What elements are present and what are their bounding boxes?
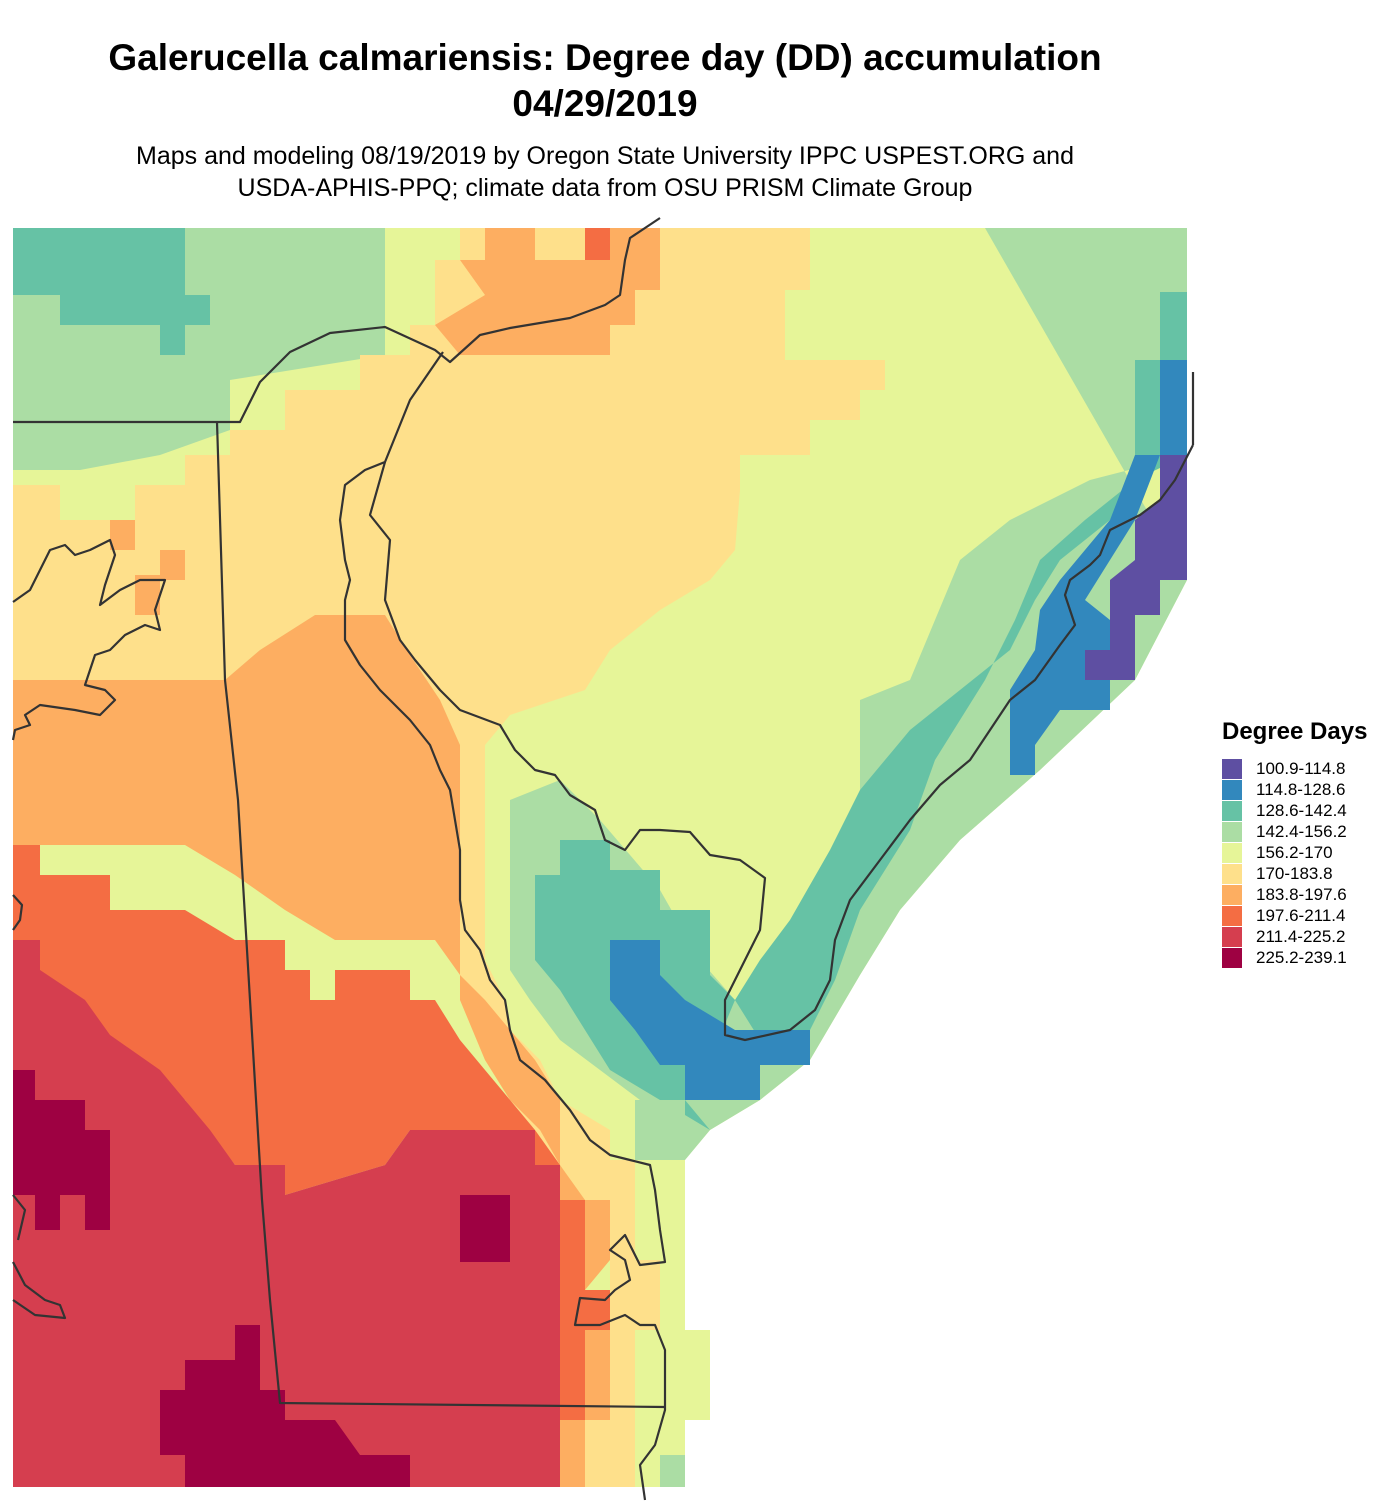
legend-label: 170-183.8 (1256, 863, 1333, 883)
legend-label: 128.6-142.4 (1256, 800, 1347, 820)
degree-day-zone (1085, 455, 1187, 680)
legend-swatch (1222, 926, 1242, 947)
degree-day-zone (610, 940, 810, 1100)
legend-item: 128.6-142.4 (1222, 800, 1367, 821)
degree-day-zone (13, 1070, 110, 1230)
border-west-vertical (215, 421, 666, 1409)
degree-day-zone (13, 845, 610, 1487)
coast-west-a (11, 538, 167, 741)
river-main (338, 351, 667, 1501)
degree-day-cell (660, 1455, 685, 1487)
legend-item: 142.4-156.2 (1222, 821, 1367, 842)
legend: Degree Days 100.9-114.8 114.8-128.6 128.6-… (1222, 718, 1367, 968)
legend-swatch (1222, 905, 1242, 926)
legend-label: 211.4-225.2 (1256, 926, 1346, 946)
legend-swatch (1222, 758, 1242, 779)
degree-day-zone (585, 228, 610, 260)
degree-day-zone (735, 292, 1187, 1040)
map-title-date: 04/29/2019 (512, 83, 698, 124)
legend-swatch (1222, 779, 1242, 800)
degree-day-raster (13, 228, 1187, 1487)
legend-swatch (1222, 947, 1242, 968)
legend-title: Degree Days (1222, 718, 1368, 745)
legend-item: 197.6-211.4 (1222, 905, 1367, 926)
legend-swatch (1222, 800, 1242, 821)
legend-label: 114.8-128.6 (1256, 779, 1346, 799)
legend-swatch (1222, 863, 1242, 884)
degree-day-zone (460, 1195, 510, 1262)
legend-item: 183.8-197.6 (1222, 884, 1367, 905)
legend-item: 211.4-225.2 (1222, 926, 1367, 947)
map-subtitle-line1: Maps and modeling 08/19/2019 by Oregon S… (136, 142, 1074, 170)
legend-swatch (1222, 842, 1242, 863)
degree-day-zone (135, 575, 160, 615)
degree-day-zone (13, 940, 560, 1487)
coast-west-c (12, 1194, 27, 1241)
legend-item: 156.2-170 (1222, 842, 1367, 863)
legend-swatch (1222, 884, 1242, 905)
degree-day-zone (160, 550, 185, 580)
degree-day-zone (13, 228, 885, 745)
degree-day-zone (1010, 455, 1160, 775)
degree-day-zone (13, 615, 610, 1487)
map-subtitle-line2: USDA-APHIS-PPQ; climate data from OSU PR… (237, 174, 973, 202)
legend-item: 114.8-128.6 (1222, 779, 1367, 800)
legend-label: 197.6-211.4 (1256, 905, 1346, 925)
legend-item: 170-183.8 (1222, 863, 1367, 884)
legend-swatch (1222, 821, 1242, 842)
legend-items: 100.9-114.8 114.8-128.6 128.6-142.4 142.4-1… (1222, 758, 1367, 968)
legend-label: 225.2-239.1 (1256, 947, 1347, 967)
degree-day-zone (13, 228, 210, 355)
map-title-line1: Galerucella calmariensis: Degree day (DD… (108, 37, 1102, 78)
border-northwest (13, 217, 661, 424)
legend-label: 142.4-156.2 (1256, 821, 1347, 841)
legend-label: 156.2-170 (1256, 842, 1333, 862)
river-upper (368, 444, 1194, 1042)
degree-day-zone (110, 520, 135, 550)
degree-day-cell (635, 1100, 685, 1160)
degree-day-zone (1160, 360, 1187, 455)
legend-label: 183.8-197.6 (1256, 884, 1347, 904)
coast-west-b (12, 894, 24, 931)
degree-day-cell (635, 1455, 660, 1487)
legend-item: 100.9-114.8 (1222, 758, 1367, 779)
legend-label: 100.9-114.8 (1256, 758, 1346, 778)
degree-day-zone (160, 1325, 410, 1487)
legend-item: 225.2-239.1 (1222, 947, 1367, 968)
state-boundaries (11, 217, 1195, 1501)
coast-west-d (12, 1261, 67, 1320)
